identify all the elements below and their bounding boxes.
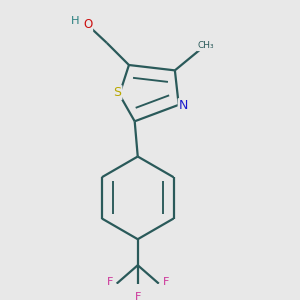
Text: F: F: [163, 277, 169, 287]
Text: CH₃: CH₃: [197, 41, 214, 50]
Text: N: N: [178, 99, 188, 112]
Text: S: S: [113, 86, 122, 99]
Text: F: F: [135, 292, 141, 300]
Text: O: O: [83, 18, 92, 31]
Text: H: H: [70, 16, 79, 26]
Text: F: F: [106, 277, 113, 287]
